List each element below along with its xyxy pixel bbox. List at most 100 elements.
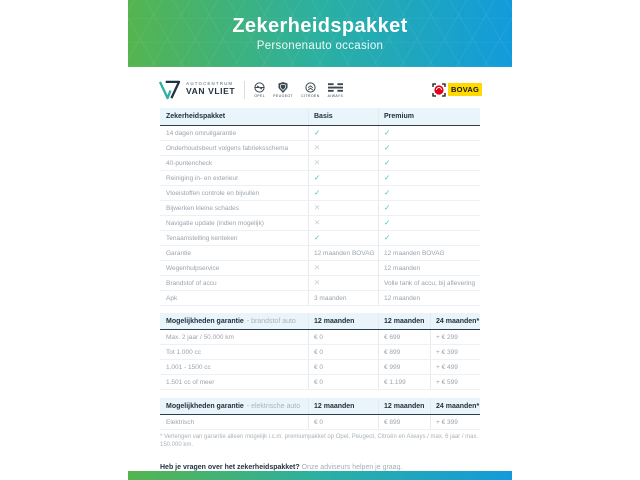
check-icon: ✓	[384, 143, 391, 153]
flyer-page: Zekerheidspakket Personenauto occasion A…	[128, 0, 512, 480]
brand-aiways: AIWAYS	[328, 82, 344, 98]
package-table-row: Reiniging in- en exterieur ✓ ✓	[160, 171, 480, 186]
vertical-divider	[244, 80, 246, 99]
table-title-light: - elektrische auto	[246, 402, 301, 410]
value-cell: ✓	[378, 141, 480, 155]
column-header: 12 maanden	[308, 398, 378, 414]
check-icon: ✓	[384, 233, 391, 243]
value-cell: ✕	[308, 276, 378, 290]
value-cell: 3 maanden	[308, 291, 378, 305]
row-label: 14 dagen omruilgarantie	[166, 129, 237, 137]
package-table-row: Bijwerken kleine schades ✕ ✓	[160, 201, 480, 216]
row-label: Garantie	[166, 249, 191, 257]
value-cell: ✓	[378, 216, 480, 230]
value-cell: Volle tank of accu, bij aflevering	[378, 276, 480, 290]
column-header: 12 maanden	[378, 313, 430, 329]
value-cell: ✓	[378, 186, 480, 200]
package-table-row: Vloeistoffen controle en bijvullen ✓ ✓	[160, 186, 480, 201]
value-cell: 12 maanden	[378, 291, 480, 305]
table-title-light: - brandstof auto	[246, 317, 296, 325]
value-cell: ✓	[378, 156, 480, 170]
value-cell: ✕	[308, 216, 378, 230]
electric-warranty-body: Elektrisch € 0 € 899 + € 399	[160, 415, 480, 430]
row-label: Tenaamstelling kenteken	[166, 234, 238, 242]
value-cell: ✕	[308, 141, 378, 155]
check-icon: ✓	[384, 173, 391, 183]
bovag-wordmark: BOVAG	[448, 83, 482, 96]
package-table: Zekerheidspakket Basis Premium 14 dagen …	[160, 108, 480, 306]
value-cell: ✕	[308, 261, 378, 275]
dealer-logo: AUTOCENTRUM VAN VLIET	[158, 80, 235, 100]
fuel-warranty-table: Mogelijkheden garantie - brandstof auto …	[160, 313, 480, 390]
tables-container: Zekerheidspakket Basis Premium 14 dagen …	[128, 108, 512, 430]
table-title: Mogelijkheden garantie - elektrische aut…	[160, 398, 308, 414]
value-cell: ✓	[308, 231, 378, 245]
brand-label: AIWAYS	[327, 93, 344, 98]
value-cell: € 0	[308, 330, 378, 344]
cta-line: Heb je vragen over het zekerheidspakket?…	[128, 464, 512, 471]
row-label: Reiniging in- en exterieur	[166, 174, 239, 182]
value-cell: € 0	[308, 415, 378, 429]
fuel-warranty-body: Max. 2 jaar / 50.000 km € 0 € 699 + € 299 To…	[160, 330, 480, 390]
row-label: Vloeistoffen controle en bijvullen	[166, 189, 260, 197]
check-icon: ✓	[384, 128, 391, 138]
dealer-and-brands: AUTOCENTRUM VAN VLIET OPEL	[158, 80, 343, 100]
row-label: Tot 1.000 cc	[166, 348, 202, 356]
brand-opel: OPEL	[254, 81, 266, 98]
cross-icon: ✕	[314, 158, 321, 168]
opel-logo-icon	[254, 81, 265, 93]
package-table-row: 14 dagen omruilgarantie ✓ ✓	[160, 126, 480, 141]
dealer-name: AUTOCENTRUM VAN VLIET	[186, 81, 235, 96]
value-cell: + € 399	[430, 345, 480, 359]
package-table-header: Zekerheidspakket Basis Premium	[160, 108, 480, 126]
value-cell: € 899	[378, 415, 430, 429]
fuel-warranty-row: 1.501 cc of meer € 0 € 1.199 + € 599	[160, 375, 480, 390]
row-label: Bijwerken kleine schades	[166, 204, 239, 212]
row-label: Apk	[166, 294, 178, 302]
value-cell: ✓	[378, 126, 480, 140]
cta-answer: Onze adviseurs helpen je graag.	[301, 464, 403, 472]
cross-icon: ✕	[314, 203, 321, 213]
brand-label: PEUGEOT	[273, 93, 294, 98]
value-cell: € 0	[308, 375, 378, 389]
check-icon: ✓	[314, 128, 321, 138]
value-cell: € 0	[308, 345, 378, 359]
package-table-row: Garantie 12 maanden BOVAG 12 maanden BOVAG	[160, 246, 480, 261]
row-label: Brandstof of accu	[166, 279, 217, 287]
table-title-bold: Mogelijkheden garantie	[166, 317, 244, 325]
value-cell: ✕	[308, 156, 378, 170]
cross-icon: ✕	[314, 278, 321, 288]
value-cell: € 1.199	[378, 375, 430, 389]
value-cell: € 699	[378, 330, 430, 344]
brand-citroen: CITROËN	[301, 81, 320, 98]
value-cell: ✓	[378, 171, 480, 185]
package-table-row: Tenaamstelling kenteken ✓ ✓	[160, 231, 480, 246]
brand-logos: OPEL PEUGEOT	[254, 81, 344, 98]
column-header: Basis	[308, 108, 378, 125]
value-cell: + € 599	[430, 375, 480, 389]
value-cell: € 899	[378, 345, 430, 359]
page-subtitle: Personenauto occasion	[256, 40, 384, 52]
package-table-row: Apk 3 maanden 12 maanden	[160, 291, 480, 306]
value-cell: ✓	[308, 186, 378, 200]
value-cell: ✓	[378, 231, 480, 245]
check-icon: ✓	[314, 233, 321, 243]
van-vliet-mark-icon	[158, 80, 181, 99]
check-icon: ✓	[314, 188, 321, 198]
row-label: Onderhoudsbeurt volgens fabrieksschema	[166, 144, 289, 152]
check-icon: ✓	[314, 173, 321, 183]
fuel-warranty-row: Max. 2 jaar / 50.000 km € 0 € 699 + € 299	[160, 330, 480, 345]
brand-label: OPEL	[254, 93, 266, 98]
value-cell: € 999	[378, 360, 430, 374]
row-label: Elektrisch	[166, 418, 195, 426]
fuel-warranty-row: Tot 1.000 cc € 0 € 899 + € 399	[160, 345, 480, 360]
value-cell: 12 maanden	[378, 261, 480, 275]
table-title-bold: Mogelijkheden garantie	[166, 402, 244, 410]
package-table-row: 40-puntencheck ✕ ✓	[160, 156, 480, 171]
package-table-row: Onderhoudsbeurt volgens fabrieksschema ✕ ✓	[160, 141, 480, 156]
page-title: Zekerheidspakket	[232, 15, 408, 37]
column-header: 12 maanden	[308, 313, 378, 329]
footnote: * Verlengen van garantie alleen mogelijk…	[160, 434, 479, 449]
cross-icon: ✕	[314, 263, 321, 273]
